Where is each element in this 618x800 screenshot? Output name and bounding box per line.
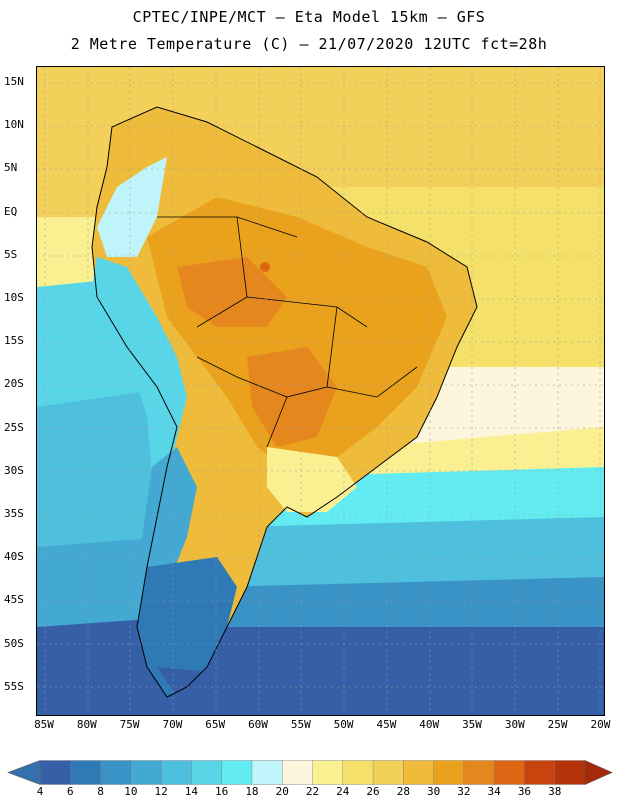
country-borders — [157, 216, 418, 448]
chart-title-line2: 2 Metre Temperature (C) – 21/07/2020 12U… — [70, 35, 548, 53]
colorbar-tick-label: 14 — [184, 785, 198, 798]
colorbar-tick-label: 4 — [36, 785, 44, 798]
coastline-outline — [91, 106, 478, 698]
colorbar-tick-label: 38 — [548, 785, 562, 798]
lon-label: 60W — [248, 718, 268, 731]
patagonia — [137, 557, 237, 697]
colorbar-tick-label: 30 — [426, 785, 441, 798]
andes-north — [97, 157, 167, 257]
lon-label: 85W — [34, 718, 54, 731]
lat-label: 40S — [4, 550, 24, 564]
colorbar-tick-label: 26 — [366, 785, 380, 798]
lat-label: 10N — [4, 118, 24, 132]
colorbar-bin — [221, 760, 253, 785]
colorbar-bin — [312, 760, 344, 785]
lat-label: 50S — [4, 636, 24, 650]
colorbar-tick-label: 34 — [487, 785, 501, 798]
lon-label: 50W — [333, 718, 354, 731]
colorbar-bin — [282, 760, 314, 785]
colorbar-tick-label: 12 — [154, 785, 168, 798]
andes-central — [92, 257, 187, 487]
colorbar-bin — [251, 760, 283, 785]
colorbar-bin — [342, 760, 374, 785]
lat-label: 10S — [4, 291, 24, 304]
lat-label: 5S — [4, 247, 18, 261]
colorbar-bin — [463, 760, 495, 785]
lon-label: 70W — [162, 718, 183, 731]
lon-label: 25W — [547, 718, 568, 731]
colorbar — [7, 760, 613, 785]
colorbar-tick-label: 28 — [396, 785, 410, 798]
lat-label: 55S — [4, 679, 24, 693]
colorbar-bin — [372, 760, 405, 785]
lon-label: 45W — [376, 718, 397, 731]
lon-label: 65W — [205, 718, 226, 731]
colorbar-bin — [554, 760, 586, 785]
lat-label: 15S — [4, 334, 24, 348]
colorbar-bin — [403, 760, 435, 785]
lon-label: 80W — [76, 718, 97, 731]
lat-label: 15N — [4, 75, 24, 88]
colorbar-bin — [493, 760, 526, 785]
lon-label: 75W — [119, 718, 140, 731]
lat-label: 25S — [4, 420, 24, 434]
colorbar-tick-label: 18 — [245, 785, 259, 798]
colorbar-bin — [433, 760, 465, 785]
hot-core-region — [177, 257, 287, 327]
hot-spot — [260, 262, 270, 272]
lat-label: 5N — [4, 161, 18, 175]
central-hot-region — [247, 347, 337, 447]
colorbar-over-arrow — [584, 760, 613, 785]
chart-title-line1: CPTEC/INPE/MCT – Eta Model 15km – GFS — [132, 8, 486, 26]
map-frame — [36, 66, 605, 716]
colorbar-under-arrow — [7, 760, 41, 785]
colorbar-tick-label: 8 — [97, 785, 104, 798]
colorbar-bin — [100, 760, 132, 785]
tierra-del-fuego — [157, 667, 217, 697]
colorbar-tick-label: 22 — [305, 785, 320, 798]
colorbar-tick-label: 36 — [517, 785, 532, 798]
lat-label: 45S — [4, 593, 24, 607]
lon-label: 35W — [462, 718, 482, 731]
pacific-south — [37, 537, 167, 647]
colorbar-bin — [70, 760, 102, 785]
lon-label: 40W — [419, 718, 440, 731]
colorbar-tick-label: 20 — [275, 785, 289, 798]
colorbar-bin — [39, 760, 71, 785]
colorbar-bin — [191, 760, 223, 785]
lat-label: EQ — [4, 204, 18, 218]
southern-brazil — [267, 447, 357, 512]
lat-label: 30S — [4, 463, 24, 477]
lon-label: 20W — [590, 718, 611, 731]
lat-label: 35S — [4, 507, 24, 520]
colorbar-tick-label: 10 — [124, 785, 138, 798]
colorbar-bin — [524, 760, 556, 785]
colorbar-tick-label: 32 — [457, 785, 471, 798]
colorbar-tick-label: 16 — [215, 785, 229, 798]
colorbar-tick-label: 24 — [336, 785, 350, 798]
lat-label: 20S — [4, 377, 24, 391]
colorbar-bin — [160, 760, 193, 785]
lon-label: 30W — [504, 718, 525, 731]
graticule — [37, 67, 604, 715]
temperature-map — [37, 67, 604, 715]
colorbar-bin — [130, 760, 162, 785]
colorbar-tick-label: 6 — [66, 785, 74, 798]
lon-label: 55W — [290, 718, 311, 731]
